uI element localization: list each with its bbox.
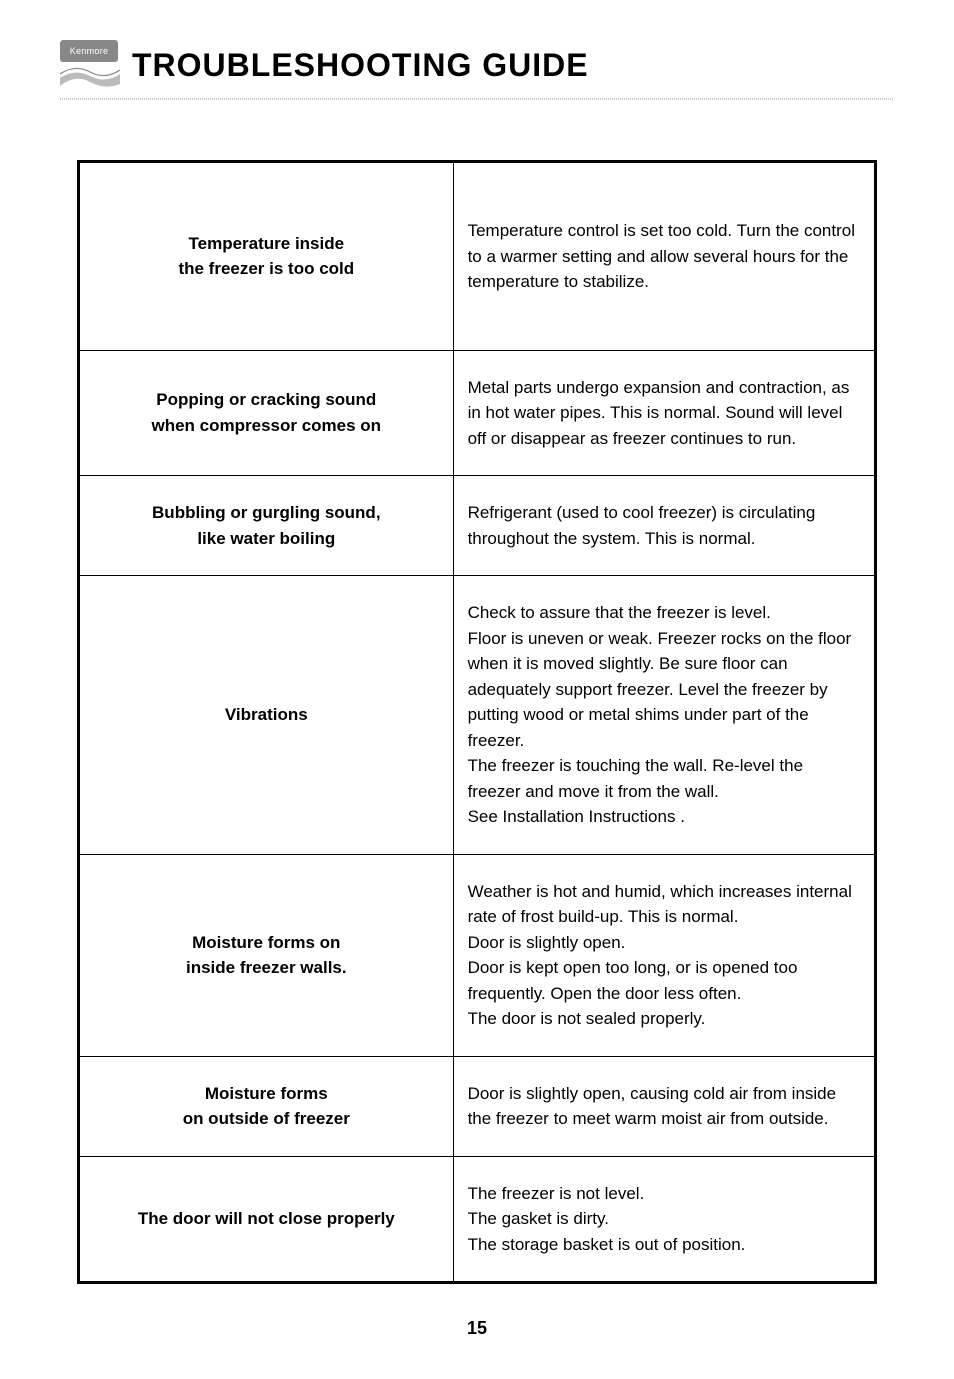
table-body: Temperature insidethe freezer is too col…: [79, 162, 876, 1283]
problem-cell: Vibrations: [79, 576, 454, 855]
table-row: Popping or cracking soundwhen compressor…: [79, 350, 876, 476]
solution-cell: Temperature control is set too cold. Tur…: [453, 162, 875, 351]
solution-cell: The freezer is not level.The gasket is d…: [453, 1156, 875, 1283]
solution-cell: Refrigerant (used to cool freezer) is ci…: [453, 476, 875, 576]
problem-cell: The door will not close properly: [79, 1156, 454, 1283]
table-row: Bubbling or gurgling sound,like water bo…: [79, 476, 876, 576]
brand-label: Kenmore: [60, 40, 118, 62]
problem-cell: Popping or cracking soundwhen compressor…: [79, 350, 454, 476]
solution-cell: Weather is hot and humid, which increase…: [453, 854, 875, 1056]
problem-cell: Temperature insidethe freezer is too col…: [79, 162, 454, 351]
page-title: TROUBLESHOOTING GUIDE: [132, 47, 589, 84]
problem-cell: Moisture forms oninside freezer walls.: [79, 854, 454, 1056]
solution-cell: Metal parts undergo expansion and contra…: [453, 350, 875, 476]
table-row: Temperature insidethe freezer is too col…: [79, 162, 876, 351]
page-header: Kenmore TROUBLESHOOTING GUIDE: [60, 40, 894, 90]
solution-cell: Check to assure that the freezer is leve…: [453, 576, 875, 855]
table-row: Moisture formson outside of freezerDoor …: [79, 1056, 876, 1156]
problem-cell: Moisture formson outside of freezer: [79, 1056, 454, 1156]
troubleshoot-table: Temperature insidethe freezer is too col…: [77, 160, 877, 1284]
table-row: VibrationsCheck to assure that the freez…: [79, 576, 876, 855]
table-row: Moisture forms oninside freezer walls.We…: [79, 854, 876, 1056]
solution-cell: Door is slightly open, causing cold air …: [453, 1056, 875, 1156]
header-divider: [60, 98, 894, 100]
page-number: 15: [0, 1318, 954, 1339]
wave-icon: [60, 64, 120, 90]
table-row: The door will not close properlyThe free…: [79, 1156, 876, 1283]
brand-badge: Kenmore: [60, 40, 120, 90]
problem-cell: Bubbling or gurgling sound,like water bo…: [79, 476, 454, 576]
